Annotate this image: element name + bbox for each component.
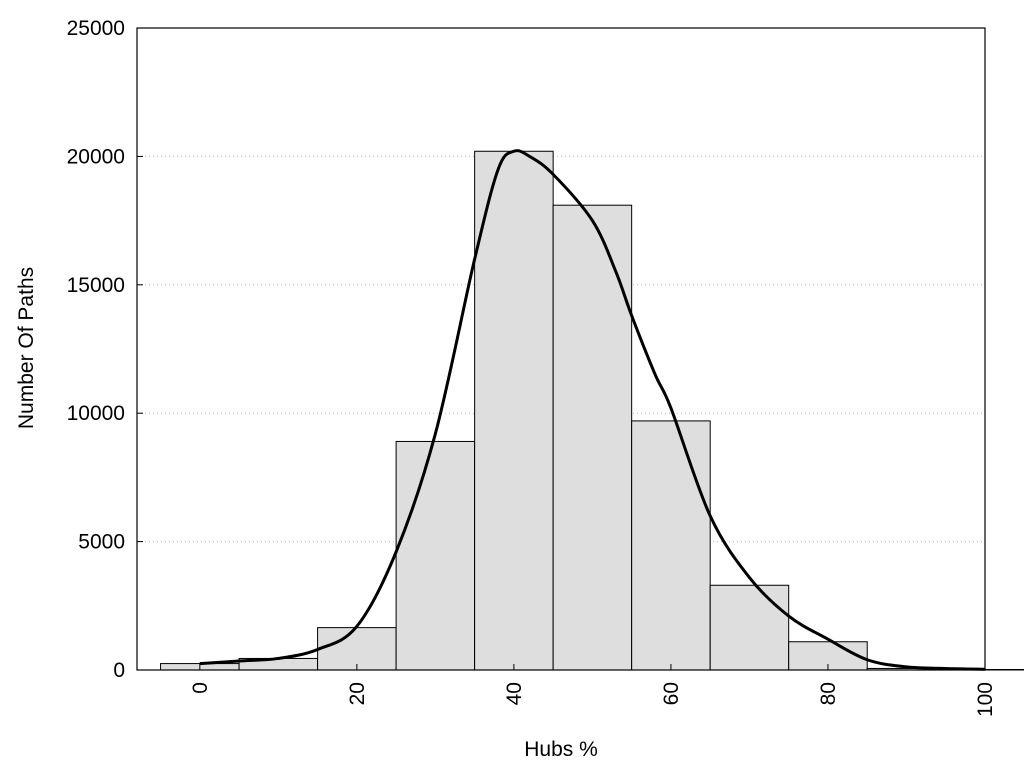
density-curve <box>199 149 986 671</box>
y-tick-label: 10000 <box>67 402 125 425</box>
x-tick-label: 100 <box>974 682 997 717</box>
histogram-bars <box>160 150 1024 671</box>
x-tick-label: 80 <box>817 682 840 705</box>
x-tick-label: 60 <box>660 682 683 705</box>
y-axis-label: Number Of Paths <box>15 267 38 429</box>
histogram-bar <box>709 584 790 671</box>
y-axis-ticks: 0 5000 10000 15000 20000 25000 <box>67 17 143 682</box>
x-axis-ticks: 0 20 40 60 80 100 <box>189 664 997 717</box>
y-tick-label: 5000 <box>78 531 125 554</box>
x-tick-label: 20 <box>346 682 369 705</box>
x-tick-label: 40 <box>503 682 526 705</box>
x-axis-label: Hubs % <box>524 738 598 761</box>
histogram-bar <box>474 150 554 671</box>
y-tick-label: 20000 <box>67 145 125 168</box>
y-tick-label: 0 <box>113 659 125 682</box>
histogram-bar <box>395 440 476 671</box>
x-tick-label: 0 <box>189 682 212 694</box>
histogram-bar <box>631 420 711 671</box>
y-tick-label: 25000 <box>67 17 125 40</box>
histogram-bar <box>317 627 397 671</box>
y-tick-label: 15000 <box>67 274 125 297</box>
plot-frame <box>136 27 986 671</box>
histogram-bar <box>552 204 633 671</box>
